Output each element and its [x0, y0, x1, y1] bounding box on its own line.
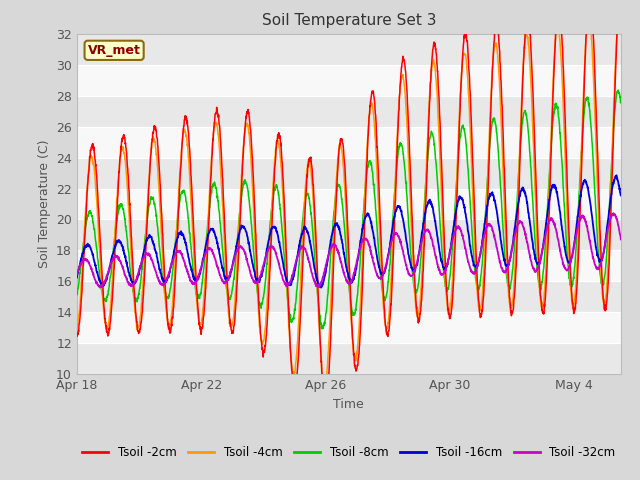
Bar — [77, 65, 621, 96]
Bar — [77, 219, 621, 251]
Title: Soil Temperature Set 3: Soil Temperature Set 3 — [262, 13, 436, 28]
Text: VR_met: VR_met — [88, 44, 141, 57]
X-axis label: Time: Time — [333, 398, 364, 411]
Bar — [77, 251, 621, 281]
Bar — [77, 312, 621, 343]
Y-axis label: Soil Temperature (C): Soil Temperature (C) — [38, 140, 51, 268]
Bar — [77, 96, 621, 127]
Bar — [77, 157, 621, 189]
Bar — [77, 34, 621, 65]
Bar — [77, 189, 621, 219]
Bar — [77, 343, 621, 374]
Legend: Tsoil -2cm, Tsoil -4cm, Tsoil -8cm, Tsoil -16cm, Tsoil -32cm: Tsoil -2cm, Tsoil -4cm, Tsoil -8cm, Tsoi… — [77, 442, 620, 464]
Bar — [77, 281, 621, 312]
Bar — [77, 127, 621, 157]
